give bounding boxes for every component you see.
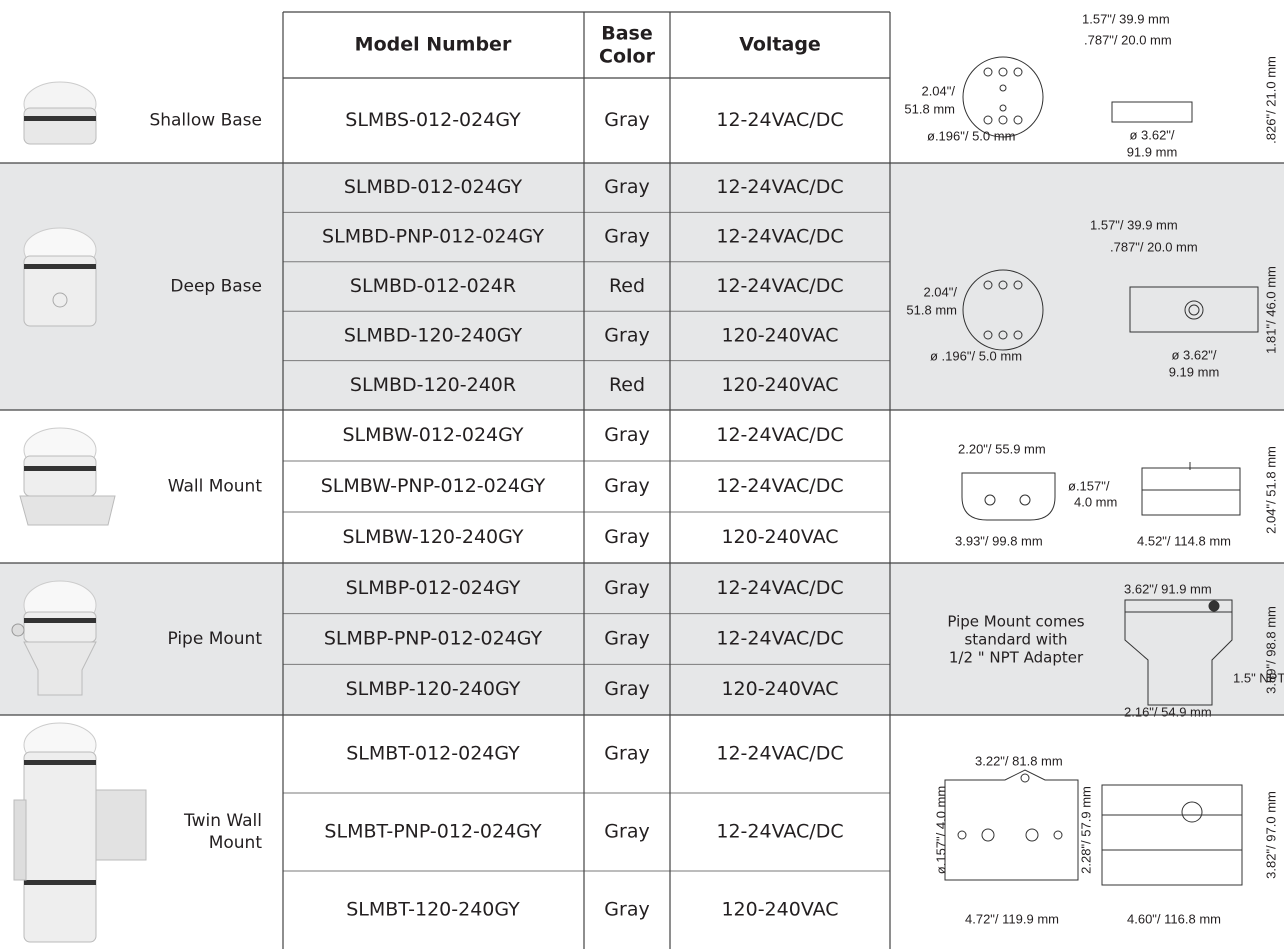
dimension-label: 4.0 mm (1074, 494, 1117, 509)
voltage: 12-24VAC/DC (716, 275, 843, 297)
model-number: SLMBW-PNP-012-024GY (321, 475, 546, 497)
dimension-label: .787"/ 20.0 mm (1110, 239, 1198, 254)
dimension-label: .787"/ 20.0 mm (1084, 32, 1172, 47)
dimension-label: 4.72"/ 119.9 mm (965, 911, 1059, 926)
group-label: Twin Wall (183, 811, 262, 831)
base-color: Gray (604, 628, 649, 650)
base-color: Gray (604, 577, 649, 599)
base-color: Gray (604, 743, 649, 765)
group-label: Wall Mount (168, 477, 263, 497)
model-number: SLMBD-012-024R (350, 275, 516, 297)
model-number: SLMBD-PNP-012-024GY (322, 226, 544, 248)
group-label: Mount (209, 833, 263, 853)
photo-wall (20, 428, 115, 525)
voltage: 12-24VAC/DC (716, 176, 843, 198)
dimension-label: ø.157"/ (1068, 478, 1110, 493)
model-number: SLMBD-012-024GY (344, 176, 523, 198)
base-color: Gray (604, 899, 649, 921)
base-color: Gray (604, 678, 649, 700)
group-label: Pipe Mount (167, 629, 262, 649)
voltage: 12-24VAC/DC (716, 821, 843, 843)
photo-deep (24, 228, 96, 326)
base-color: Gray (604, 109, 649, 131)
model-number: SLMBS-012-024GY (345, 109, 521, 131)
voltage: 120-240VAC (721, 374, 838, 396)
dimension-label: 4.52"/ 114.8 mm (1137, 533, 1231, 548)
base-color: Gray (604, 176, 649, 198)
voltage: 120-240VAC (721, 899, 838, 921)
dimension-label: ø .196"/ 5.0 mm (930, 348, 1022, 363)
base-color: Gray (604, 821, 649, 843)
base-color: Red (609, 374, 645, 396)
model-number: SLMBP-012-024GY (346, 577, 521, 599)
photo-shallow (24, 82, 96, 144)
model-number: SLMBW-120-240GY (342, 526, 523, 548)
voltage: 120-240VAC (721, 678, 838, 700)
dimension-label: 1.57"/ 39.9 mm (1090, 217, 1178, 232)
note: standard with (964, 631, 1067, 649)
dimension-label: ø.157"/ 4.0 mm (933, 786, 948, 874)
dimension-label: ø.196"/ 5.0 mm (927, 128, 1015, 143)
voltage: 12-24VAC/DC (716, 475, 843, 497)
dimension-label: 2.04"/ (923, 284, 957, 299)
note: Pipe Mount comes (947, 613, 1084, 631)
voltage: 12-24VAC/DC (716, 743, 843, 765)
model-number: SLMBT-012-024GY (346, 743, 520, 765)
dimension-label: 2.04"/ 51.8 mm (1263, 446, 1278, 534)
model-number: SLMBW-012-024GY (342, 424, 523, 446)
base-color: Gray (604, 324, 649, 346)
voltage: 12-24VAC/DC (716, 226, 843, 248)
voltage: 120-240VAC (721, 324, 838, 346)
dimension-label: 2.16"/ 54.9 mm (1124, 704, 1212, 719)
model-number: SLMBD-120-240R (350, 374, 516, 396)
dimension-label: 3.82"/ 97.0 mm (1263, 791, 1278, 879)
dimension-label: 3.93"/ 99.8 mm (955, 533, 1043, 548)
model-number: SLMBP-120-240GY (346, 678, 521, 700)
dimension-label: 1.57"/ 39.9 mm (1082, 11, 1170, 26)
spec-sheet: Model Number Base Color Voltage Shallow … (0, 0, 1284, 949)
voltage: 12-24VAC/DC (716, 628, 843, 650)
dimension-label: 1.81"/ 46.0 mm (1263, 266, 1278, 354)
voltage: 12-24VAC/DC (716, 424, 843, 446)
note: 1/2 " NPT Adapter (949, 649, 1084, 667)
dimension-label: 91.9 mm (1127, 144, 1178, 159)
model-number: SLMBD-120-240GY (344, 324, 523, 346)
header-voltage: Voltage (739, 34, 821, 56)
dimension-label: 2.20"/ 55.9 mm (958, 441, 1046, 456)
base-color: Gray (604, 424, 649, 446)
voltage: 120-240VAC (721, 526, 838, 548)
dimension-label: .826"/ 21.0 mm (1263, 56, 1278, 144)
voltage: 12-24VAC/DC (716, 577, 843, 599)
group-label: Deep Base (170, 277, 262, 297)
group-label: Shallow Base (149, 111, 262, 131)
model-number: SLMBT-120-240GY (346, 899, 520, 921)
header-color: Color (599, 46, 656, 68)
header-color: Base (601, 23, 653, 45)
dimension-label: 51.8 mm (904, 101, 955, 116)
base-color: Gray (604, 526, 649, 548)
dimension-label: 2.04"/ (921, 83, 955, 98)
dimension-label: 51.8 mm (906, 302, 957, 317)
dimension-label: ø 3.62"/ (1129, 127, 1174, 142)
dimension-label: 3.89"/ 98.8 mm (1263, 606, 1278, 694)
dimension-label: 3.22"/ 81.8 mm (975, 753, 1063, 768)
header-model: Model Number (355, 34, 512, 56)
dimension-label: ø 3.62"/ (1171, 347, 1216, 362)
base-color: Red (609, 275, 645, 297)
model-number: SLMBT-PNP-012-024GY (324, 821, 542, 843)
base-color: Gray (604, 475, 649, 497)
base-color: Gray (604, 226, 649, 248)
voltage: 12-24VAC/DC (716, 109, 843, 131)
dimension-label: 2.28"/ 57.9 mm (1078, 786, 1093, 874)
dimension-label: 4.60"/ 116.8 mm (1127, 911, 1221, 926)
dimension-label: 3.62"/ 91.9 mm (1124, 581, 1212, 596)
model-number: SLMBP-PNP-012-024GY (324, 628, 543, 650)
photo-twin (14, 723, 146, 942)
dimension-label: 9.19 mm (1169, 364, 1220, 379)
